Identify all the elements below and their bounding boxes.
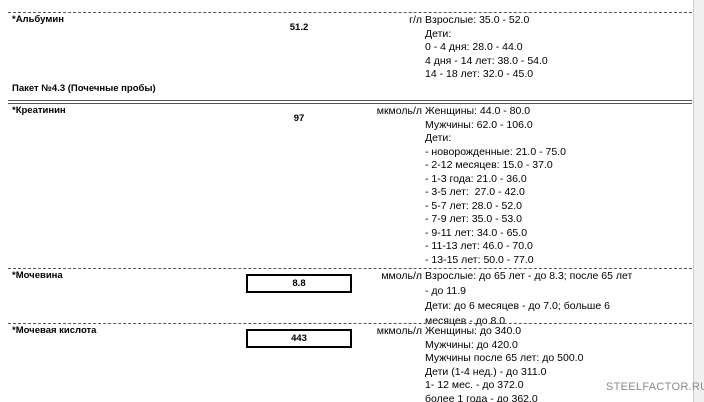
test-name: *Креатинин [12,105,66,116]
unit: г/л [409,14,422,26]
separator [8,268,692,269]
reference-line: - 5-7 лет: 28.0 - 52.0 [425,199,522,212]
reference-line: 14 - 18 лет: 32.0 - 45.0 [425,68,534,81]
reference-line: - 9-11 лет: 34.0 - 65.0 [425,226,528,239]
test-name: *Альбумин [12,14,64,25]
reference-line: Дети: [425,132,452,144]
reference-line: 1- 12 мес. - до 372.0 [425,379,524,392]
reference-line: - до 11.9 [425,285,466,297]
reference-line: Женщины: до 340.0 [425,325,522,337]
test-value: 97 [293,113,305,124]
reference-line: Мужчины: 62.0 - 106.0 [425,118,533,131]
reference-line: - 7-9 лет: 35.0 - 53.0 [425,213,522,225]
reference-line: - новорожденные: 21.0 - 75.0 [425,145,566,158]
test-value: 8.8 [292,278,306,289]
unit: мкмоль/л [376,325,422,337]
reference-line: - 1-3 года: 21.0 - 36.0 [425,172,527,185]
reference-line: - 13-15 лет: 50.0 - 77.0 [425,253,534,266]
test-name: *Мочевая кислота [12,325,97,336]
separator [8,12,692,13]
reference-line: Дети (1-4 нед.) - до 311.0 [425,365,547,378]
scrollbar [693,0,704,402]
unit: мкмоль/л [376,105,422,117]
separator [8,323,692,324]
reference-line: Мужчины после 65 лет: до 500.0 [425,352,584,365]
value-box [246,329,352,348]
reference-line: 0 - 4 дня: 28.0 - 44.0 [425,41,523,54]
test-value: 443 [291,333,307,344]
reference-line: Женщины: 44.0 - 80.0 [425,105,531,117]
reference-line: 4 дня - 14 лет: 38.0 - 54.0 [425,54,548,67]
reference-line: - 2-12 месяцев: 15.0 - 37.0 [425,159,553,171]
watermark: STEELFACTOR.RU [606,381,704,393]
reference-line: Дети: [425,27,452,40]
separator [8,100,692,104]
test-value: 51.2 [289,22,309,33]
reference-line: Мужчины: до 420.0 [425,338,518,351]
reference-line: Взрослые: 35.0 - 52.0 [425,14,530,26]
test-name: *Мочевина [12,270,63,281]
reference-line: Дети: до 6 месяцев - до 7.0; больше 6 [425,300,610,312]
package-title: Пакет №4.3 (Почечные пробы) [12,83,156,94]
reference-line: более 1 года - до 362.0 [425,393,538,402]
unit: ммоль/л [381,270,422,282]
reference-line: - 11-13 лет: 46.0 - 70.0 [425,240,533,252]
value-box [246,274,352,293]
reference-line: месяцев - до 8.0 [425,315,506,327]
reference-line: Взрослые: до 65 лет - до 8.3; после 65 л… [425,270,633,282]
reference-line: - 3-5 лет: 27.0 - 42.0 [425,186,525,198]
